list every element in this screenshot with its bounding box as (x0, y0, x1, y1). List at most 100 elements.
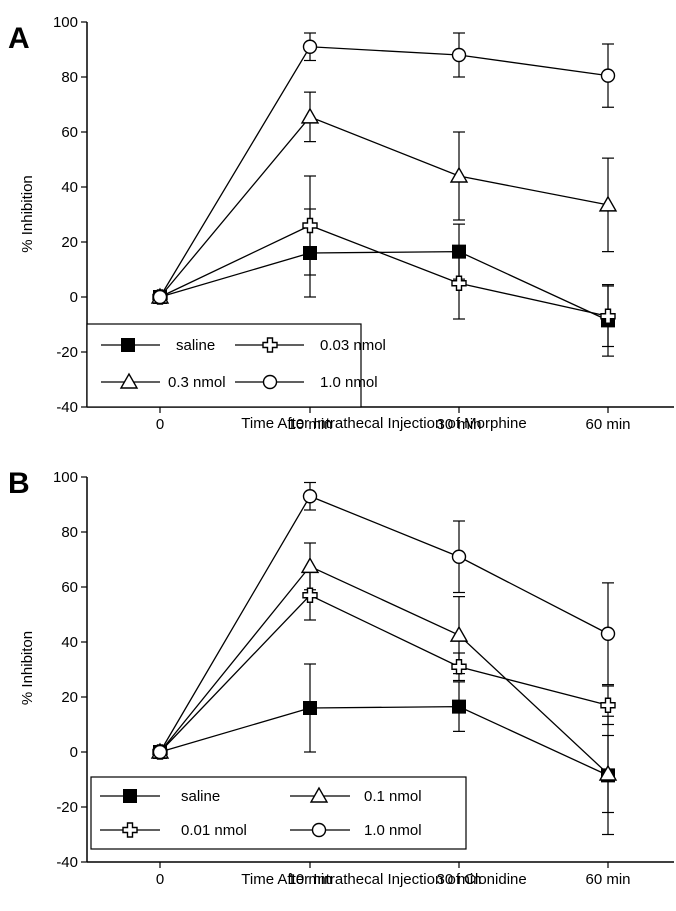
series-line (159, 46, 609, 298)
legend-box (86, 323, 362, 408)
marker-open-circle (600, 68, 616, 83)
series-line (159, 594, 609, 753)
marker-open-circle (152, 744, 168, 760)
y-tick-label: 40 (61, 634, 78, 651)
x-tick-label: 0 (156, 416, 164, 433)
panel-label: A (8, 22, 30, 55)
series-lines (159, 495, 609, 776)
marker-open-circle (311, 822, 327, 838)
legend: saline 0.03 nmol 0.3 nmol 1.0 nmol (86, 323, 386, 408)
x-tick-label: 30 min (436, 416, 481, 433)
y-tick-label: 20 (61, 234, 78, 251)
marker-open-circle (451, 549, 467, 564)
y-tick-label: -40 (56, 399, 78, 416)
legend-marker (262, 374, 278, 390)
y-tick-label: 40 (61, 179, 78, 196)
marker-filled-square (452, 244, 466, 259)
legend-entry: 0.01 nmol (100, 822, 247, 839)
x-tick-label: 60 min (585, 871, 630, 888)
marker-open-cross (262, 337, 278, 353)
marker-open-triangle (119, 372, 139, 389)
y-tick-label: -20 (56, 344, 78, 361)
y-tick-label: 100 (53, 14, 78, 31)
marker-open-circle (451, 47, 467, 63)
y-ticks: -40 -20 0 20 40 60 80 100 (53, 469, 87, 871)
y-tick-label: -20 (56, 799, 78, 816)
y-ticks: -40 -20 0 20 40 60 80 100 (53, 14, 87, 416)
legend-marker (123, 789, 137, 803)
x-axis-title: Time After Intrathecal Injection of Clon… (241, 871, 526, 888)
legend-label: 0.3 nmol (168, 374, 226, 391)
panel-b: B -40 -20 0 20 40 60 80 100 0 10 min 30 min 60 min… (8, 467, 674, 888)
marker-open-cross (451, 659, 467, 675)
marker-filled-square (121, 338, 135, 352)
x-ticks: 0 10 min 30 min 60 min (156, 862, 631, 888)
marker-open-circle (302, 39, 318, 54)
legend-marker (121, 338, 135, 352)
legend-entry: saline (100, 788, 220, 805)
y-tick-label: 60 (61, 124, 78, 141)
y-tick-label: -40 (56, 854, 78, 871)
series-markers (150, 489, 618, 783)
marker-open-circle (152, 289, 168, 305)
marker-open-triangle (449, 625, 469, 642)
legend-marker (122, 822, 138, 838)
y-axis-title: % Inhibiton (19, 631, 36, 705)
y-tick-label: 60 (61, 579, 78, 596)
legend-label: 0.1 nmol (364, 788, 422, 805)
marker-filled-square (303, 701, 317, 715)
y-tick-label: 0 (70, 289, 78, 306)
marker-open-triangle (300, 107, 320, 124)
marker-open-triangle (309, 786, 329, 803)
y-tick-label: 80 (61, 524, 78, 541)
legend: saline 0.1 nmol 0.01 nmol 1.0 nmol (90, 776, 467, 850)
panel-a: A -40 -20 0 20 40 60 80 100 0 10 min 30 min 60 min… (8, 14, 674, 433)
marker-open-cross (600, 697, 616, 713)
legend-label: 0.01 nmol (181, 822, 247, 839)
series-line (159, 705, 609, 776)
series-line (159, 495, 609, 753)
legend-box (90, 776, 467, 850)
x-tick-label: 10 min (287, 416, 332, 433)
legend-marker (309, 786, 329, 803)
series-lines (159, 46, 609, 321)
y-tick-label: 100 (53, 469, 78, 486)
legend-marker (119, 372, 139, 389)
series-line (159, 116, 609, 298)
marker-open-triangle (598, 764, 618, 781)
marker-filled-square (303, 246, 317, 260)
y-axis-title: % Inhibition (19, 175, 36, 253)
series-line (159, 565, 609, 775)
legend-entry: 0.3 nmol (101, 372, 226, 391)
series-line (159, 224, 609, 317)
y-tick-label: 20 (61, 689, 78, 706)
marker-filled-square (123, 789, 137, 803)
panel-label: B (8, 467, 30, 500)
marker-open-cross (600, 308, 616, 324)
marker-open-circle (600, 626, 616, 641)
x-axis-title: Time After Intrathecal Injection of Morp… (241, 415, 526, 432)
marker-open-cross (122, 822, 138, 838)
legend-label: saline (176, 337, 215, 354)
legend-marker (262, 337, 278, 353)
legend-marker (311, 822, 327, 838)
marker-filled-square (452, 699, 466, 714)
legend-label: saline (181, 788, 220, 805)
series-markers (150, 39, 618, 328)
x-tick-label: 30 min (436, 871, 481, 888)
legend-entry: saline (101, 337, 215, 354)
y-tick-label: 0 (70, 744, 78, 761)
legend-entry: 0.03 nmol (235, 337, 386, 354)
marker-open-cross (451, 275, 467, 291)
x-tick-label: 10 min (287, 871, 332, 888)
marker-open-triangle (449, 166, 469, 183)
x-ticks: 0 10 min 30 min 60 min (156, 407, 631, 433)
legend-label: 1.0 nmol (364, 822, 422, 839)
marker-open-circle (262, 374, 278, 390)
legend-entry: 1.0 nmol (290, 822, 422, 839)
series-line (159, 250, 609, 321)
y-tick-label: 80 (61, 69, 78, 86)
marker-open-circle (302, 489, 318, 504)
x-tick-label: 0 (156, 871, 164, 888)
